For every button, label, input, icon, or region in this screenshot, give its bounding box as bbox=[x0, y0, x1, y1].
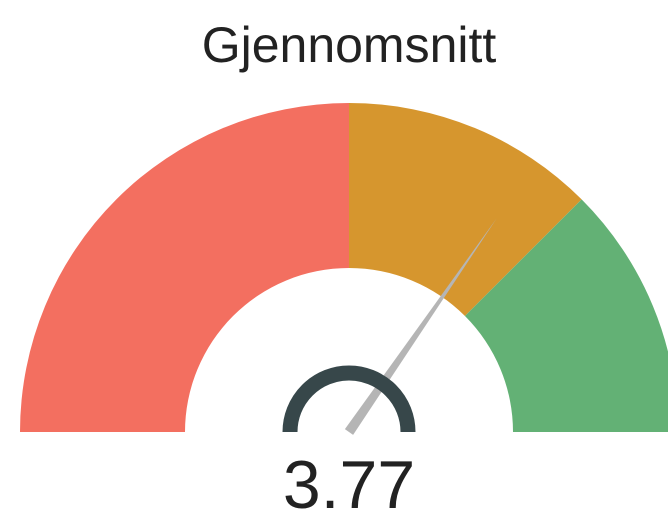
gauge-band bbox=[464, 199, 668, 432]
gauge-band bbox=[349, 103, 582, 317]
chart-title: Gjennomsnitt bbox=[202, 17, 497, 73]
needle-hub bbox=[282, 365, 416, 433]
gauge-value: 3.77 bbox=[283, 447, 415, 512]
gauge-band bbox=[20, 103, 349, 432]
